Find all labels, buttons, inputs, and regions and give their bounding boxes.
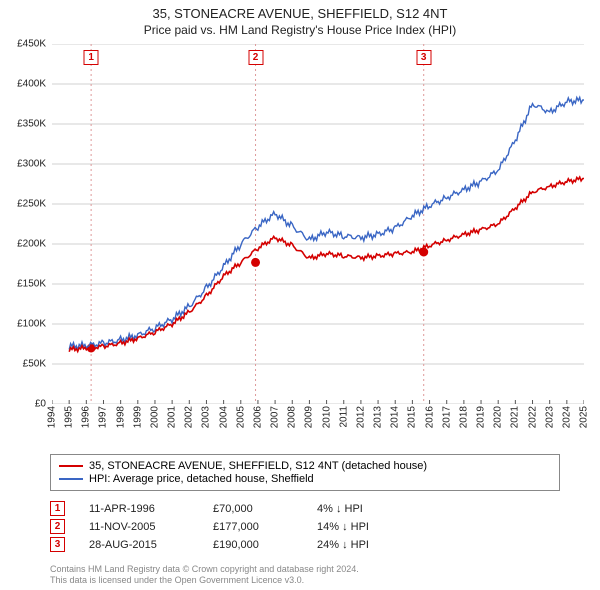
legend-swatch-property — [59, 465, 83, 467]
transaction-table: 1 11-APR-1996 £70,000 4% ↓ HPI 2 11-NOV-2005 £… — [50, 498, 560, 555]
x-tick-label: 1996 — [81, 406, 92, 428]
x-tick-label: 2002 — [184, 406, 195, 428]
attribution-footer: Contains HM Land Registry data © Crown c… — [50, 564, 359, 587]
y-tick-label: £300K — [17, 159, 46, 170]
footer-line-1: Contains HM Land Registry data © Crown c… — [50, 564, 359, 575]
x-tick-label: 2017 — [441, 406, 452, 428]
transaction-diff: 14% ↓ HPI — [317, 521, 417, 533]
x-tick-label: 2008 — [287, 406, 298, 428]
x-tick-label: 1997 — [98, 406, 109, 428]
x-tick-label: 1999 — [132, 406, 143, 428]
x-tick-label: 2019 — [476, 406, 487, 428]
legend: 35, STONEACRE AVENUE, SHEFFIELD, S12 4NT… — [50, 454, 560, 491]
y-tick-label: £400K — [17, 79, 46, 90]
x-tick-label: 2012 — [355, 406, 366, 428]
transaction-price: £190,000 — [213, 539, 293, 551]
x-tick-label: 2000 — [149, 406, 160, 428]
x-tick-label: 2009 — [304, 406, 315, 428]
y-tick-label: £250K — [17, 199, 46, 210]
x-tick-label: 2011 — [338, 406, 349, 428]
transaction-date: 11-NOV-2005 — [89, 521, 189, 533]
transaction-row-marker: 2 — [50, 519, 65, 534]
x-tick-label: 1998 — [115, 406, 126, 428]
x-tick-label: 2001 — [167, 406, 178, 428]
transaction-row: 3 28-AUG-2015 £190,000 24% ↓ HPI — [50, 537, 560, 552]
legend-label-hpi: HPI: Average price, detached house, Shef… — [89, 473, 314, 485]
legend-swatch-hpi — [59, 478, 83, 480]
chart-plot-area: 1 2 3 — [52, 44, 584, 404]
y-tick-label: £50K — [23, 359, 46, 370]
transaction-row: 1 11-APR-1996 £70,000 4% ↓ HPI — [50, 501, 560, 516]
titles: 35, STONEACRE AVENUE, SHEFFIELD, S12 4NT… — [0, 0, 600, 37]
x-tick-label: 2018 — [458, 406, 469, 428]
chart-container: 35, STONEACRE AVENUE, SHEFFIELD, S12 4NT… — [0, 0, 600, 590]
y-tick-label: £350K — [17, 119, 46, 130]
transaction-price: £70,000 — [213, 503, 293, 515]
transaction-row-marker: 1 — [50, 501, 65, 516]
transaction-marker-1: 1 — [84, 50, 99, 65]
x-tick-label: 2013 — [373, 406, 384, 428]
x-tick-label: 2015 — [407, 406, 418, 428]
y-tick-label: £100K — [17, 319, 46, 330]
x-tick-label: 2016 — [424, 406, 435, 428]
x-tick-label: 2023 — [544, 406, 555, 428]
x-tick-label: 2007 — [270, 406, 281, 428]
x-tick-label: 2022 — [527, 406, 538, 428]
legend-label-property: 35, STONEACRE AVENUE, SHEFFIELD, S12 4NT… — [89, 460, 427, 472]
transaction-row-marker: 3 — [50, 537, 65, 552]
x-tick-label: 2005 — [235, 406, 246, 428]
transaction-row: 2 11-NOV-2005 £177,000 14% ↓ HPI — [50, 519, 560, 534]
y-tick-label: £0 — [35, 399, 46, 410]
transaction-diff: 24% ↓ HPI — [317, 539, 417, 551]
transaction-marker-3: 3 — [416, 50, 431, 65]
x-tick-label: 2025 — [579, 406, 590, 428]
y-tick-label: £150K — [17, 279, 46, 290]
y-tick-label: £200K — [17, 239, 46, 250]
chart-title: 35, STONEACRE AVENUE, SHEFFIELD, S12 4NT — [0, 6, 600, 21]
transaction-date: 11-APR-1996 — [89, 503, 189, 515]
x-axis-labels: 1994199519961997199819992000200120022003… — [52, 406, 584, 450]
y-axis-labels: £0£50K£100K£150K£200K£250K£300K£350K£400… — [0, 44, 50, 404]
x-tick-label: 2004 — [218, 406, 229, 428]
transaction-date: 28-AUG-2015 — [89, 539, 189, 551]
x-tick-label: 2021 — [510, 406, 521, 428]
x-tick-label: 1995 — [64, 406, 75, 428]
y-tick-label: £450K — [17, 39, 46, 50]
transaction-marker-2: 2 — [248, 50, 263, 65]
footer-line-2: This data is licensed under the Open Gov… — [50, 575, 359, 586]
transaction-diff: 4% ↓ HPI — [317, 503, 417, 515]
x-tick-label: 2010 — [321, 406, 332, 428]
x-tick-label: 2014 — [390, 406, 401, 428]
legend-item-property: 35, STONEACRE AVENUE, SHEFFIELD, S12 4NT… — [59, 460, 551, 472]
x-tick-label: 2003 — [201, 406, 212, 428]
chart-svg — [52, 44, 584, 404]
chart-subtitle: Price paid vs. HM Land Registry's House … — [0, 23, 600, 37]
transaction-price: £177,000 — [213, 521, 293, 533]
x-tick-label: 2024 — [561, 406, 572, 428]
x-tick-label: 1994 — [47, 406, 58, 428]
x-tick-label: 2006 — [252, 406, 263, 428]
x-tick-label: 2020 — [493, 406, 504, 428]
legend-item-hpi: HPI: Average price, detached house, Shef… — [59, 473, 551, 485]
